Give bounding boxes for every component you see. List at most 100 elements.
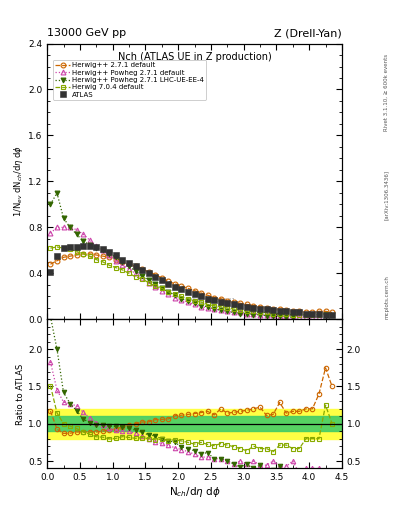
Herwig++ 2.7.1 default	[107, 254, 112, 261]
ATLAS	[127, 260, 131, 266]
Herwig 7.0.4 default	[219, 304, 223, 310]
ATLAS	[114, 252, 118, 258]
Herwig 7.0.4 default	[166, 289, 171, 295]
Herwig 7.0.4 default	[114, 265, 118, 271]
Herwig++ Powheg 2.7.1 default	[317, 314, 321, 320]
ATLAS	[330, 312, 334, 318]
Herwig++ 2.7.1 default	[244, 302, 249, 308]
Herwig++ 2.7.1 default	[101, 253, 105, 259]
Herwig++ Powheg 2.7.1 default	[284, 313, 288, 319]
Herwig++ 2.7.1 default	[114, 257, 118, 263]
Herwig 7.0.4 default	[81, 251, 86, 257]
Line: Herwig++ 2.7.1 default: Herwig++ 2.7.1 default	[48, 251, 334, 315]
Herwig 7.0.4 default	[238, 307, 243, 313]
ATLAS	[323, 312, 328, 318]
Y-axis label: Ratio to ATLAS: Ratio to ATLAS	[16, 364, 25, 424]
X-axis label: N$_{ch}$/d$\eta$ d$\phi$: N$_{ch}$/d$\eta$ d$\phi$	[169, 485, 220, 499]
Herwig++ 2.7.1 default	[179, 283, 184, 289]
Herwig++ Powheg 2.7.1 default	[68, 224, 72, 230]
Herwig++ 2.7.1 default	[251, 303, 256, 309]
Herwig 7.0.4 default	[101, 259, 105, 265]
Herwig++ 2.7.1 default	[323, 308, 328, 314]
Herwig 7.0.4 default	[146, 280, 151, 286]
Herwig++ Powheg 2.7.1 default	[146, 280, 151, 286]
Herwig++ 2.7.1 default	[199, 290, 204, 296]
Herwig++ Powheg 2.7.1 LHC-UE-EE-4	[271, 313, 275, 319]
Herwig++ Powheg 2.7.1 LHC-UE-EE-4	[133, 268, 138, 274]
Herwig++ 2.7.1 default	[310, 309, 315, 315]
Herwig 7.0.4 default	[107, 262, 112, 268]
ATLAS	[133, 264, 138, 270]
Herwig 7.0.4 default	[68, 246, 72, 252]
Herwig++ 2.7.1 default	[127, 261, 131, 267]
ATLAS	[120, 257, 125, 263]
Y-axis label: 1/N$_{ev}$ dN$_{ch}$/d$\eta$ d$\phi$: 1/N$_{ev}$ dN$_{ch}$/d$\eta$ d$\phi$	[12, 145, 25, 218]
Herwig 7.0.4 default	[199, 299, 204, 305]
Herwig++ 2.7.1 default	[48, 261, 53, 267]
Herwig++ Powheg 2.7.1 LHC-UE-EE-4	[231, 309, 236, 315]
Herwig++ Powheg 2.7.1 default	[199, 304, 204, 310]
ATLAS	[317, 311, 321, 317]
Herwig++ Powheg 2.7.1 default	[153, 284, 158, 290]
Herwig++ 2.7.1 default	[94, 252, 99, 258]
Herwig++ 2.7.1 default	[258, 304, 263, 310]
ATLAS	[290, 309, 295, 315]
Herwig 7.0.4 default	[48, 245, 53, 251]
Herwig++ 2.7.1 default	[231, 299, 236, 305]
Herwig++ Powheg 2.7.1 LHC-UE-EE-4	[61, 215, 66, 221]
ATLAS	[219, 299, 223, 305]
Herwig++ 2.7.1 default	[120, 259, 125, 265]
ATLAS	[310, 311, 315, 317]
ATLAS	[166, 281, 171, 287]
ATLAS	[225, 300, 230, 306]
Herwig 7.0.4 default	[212, 303, 217, 309]
Herwig++ 2.7.1 default	[205, 292, 210, 298]
Text: Rivet 3.1.10, ≥ 600k events: Rivet 3.1.10, ≥ 600k events	[384, 54, 389, 131]
Herwig 7.0.4 default	[323, 311, 328, 317]
Herwig++ Powheg 2.7.1 LHC-UE-EE-4	[55, 190, 59, 196]
Herwig 7.0.4 default	[251, 308, 256, 314]
ATLAS	[140, 267, 145, 273]
Herwig++ 2.7.1 default	[284, 307, 288, 313]
Herwig++ Powheg 2.7.1 LHC-UE-EE-4	[251, 312, 256, 318]
Herwig++ Powheg 2.7.1 LHC-UE-EE-4	[192, 300, 197, 306]
Herwig++ Powheg 2.7.1 default	[258, 312, 263, 318]
Herwig++ Powheg 2.7.1 default	[251, 311, 256, 317]
Herwig++ Powheg 2.7.1 LHC-UE-EE-4	[140, 272, 145, 279]
Herwig++ Powheg 2.7.1 default	[87, 237, 92, 243]
Line: ATLAS: ATLAS	[48, 243, 335, 317]
Herwig 7.0.4 default	[330, 312, 334, 318]
Herwig++ Powheg 2.7.1 default	[55, 224, 59, 230]
Herwig 7.0.4 default	[153, 283, 158, 289]
Herwig 7.0.4 default	[244, 308, 249, 314]
Herwig++ Powheg 2.7.1 default	[310, 314, 315, 320]
Herwig++ Powheg 2.7.1 LHC-UE-EE-4	[185, 298, 190, 304]
Herwig++ Powheg 2.7.1 default	[133, 270, 138, 276]
Herwig++ Powheg 2.7.1 LHC-UE-EE-4	[284, 314, 288, 320]
Herwig++ Powheg 2.7.1 default	[271, 312, 275, 318]
Herwig 7.0.4 default	[284, 311, 288, 317]
Herwig 7.0.4 default	[317, 312, 321, 318]
Herwig++ Powheg 2.7.1 default	[166, 291, 171, 297]
Herwig++ 2.7.1 default	[271, 306, 275, 312]
Herwig++ 2.7.1 default	[317, 308, 321, 314]
Herwig++ 2.7.1 default	[133, 264, 138, 270]
ATLAS	[179, 286, 184, 292]
Herwig++ Powheg 2.7.1 default	[238, 309, 243, 315]
Herwig++ Powheg 2.7.1 LHC-UE-EE-4	[120, 259, 125, 265]
Herwig++ 2.7.1 default	[140, 266, 145, 272]
Herwig 7.0.4 default	[205, 302, 210, 308]
ATLAS	[199, 293, 204, 300]
Herwig++ Powheg 2.7.1 LHC-UE-EE-4	[205, 304, 210, 310]
ATLAS	[48, 269, 53, 275]
Text: [arXiv:1306.3436]: [arXiv:1306.3436]	[384, 169, 389, 220]
Herwig++ Powheg 2.7.1 LHC-UE-EE-4	[277, 313, 282, 319]
Herwig++ Powheg 2.7.1 LHC-UE-EE-4	[74, 231, 79, 238]
Herwig++ Powheg 2.7.1 default	[107, 252, 112, 258]
Herwig++ 2.7.1 default	[74, 252, 79, 258]
Herwig++ Powheg 2.7.1 default	[94, 243, 99, 249]
Herwig++ 2.7.1 default	[81, 251, 86, 257]
ATLAS	[160, 277, 164, 283]
Herwig 7.0.4 default	[271, 311, 275, 317]
Herwig++ Powheg 2.7.1 default	[192, 302, 197, 308]
